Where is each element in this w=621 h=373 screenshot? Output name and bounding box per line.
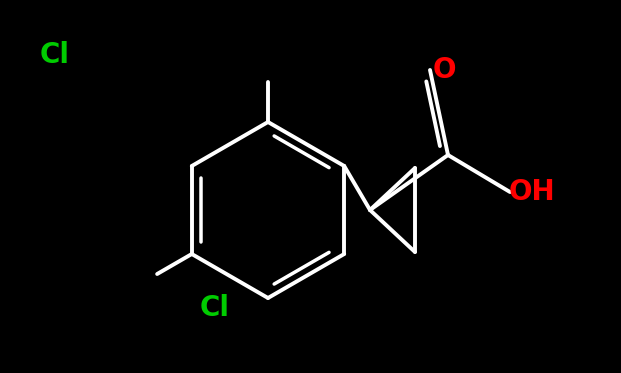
- Text: Cl: Cl: [200, 294, 230, 322]
- Text: OH: OH: [509, 178, 555, 206]
- Text: O: O: [432, 56, 456, 84]
- Text: Cl: Cl: [40, 41, 70, 69]
